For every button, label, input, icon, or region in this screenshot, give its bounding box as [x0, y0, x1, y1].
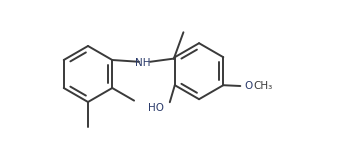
Text: HO: HO	[148, 103, 164, 113]
Text: O: O	[244, 81, 252, 91]
Text: NH: NH	[135, 58, 151, 68]
Text: CH₃: CH₃	[253, 81, 272, 91]
